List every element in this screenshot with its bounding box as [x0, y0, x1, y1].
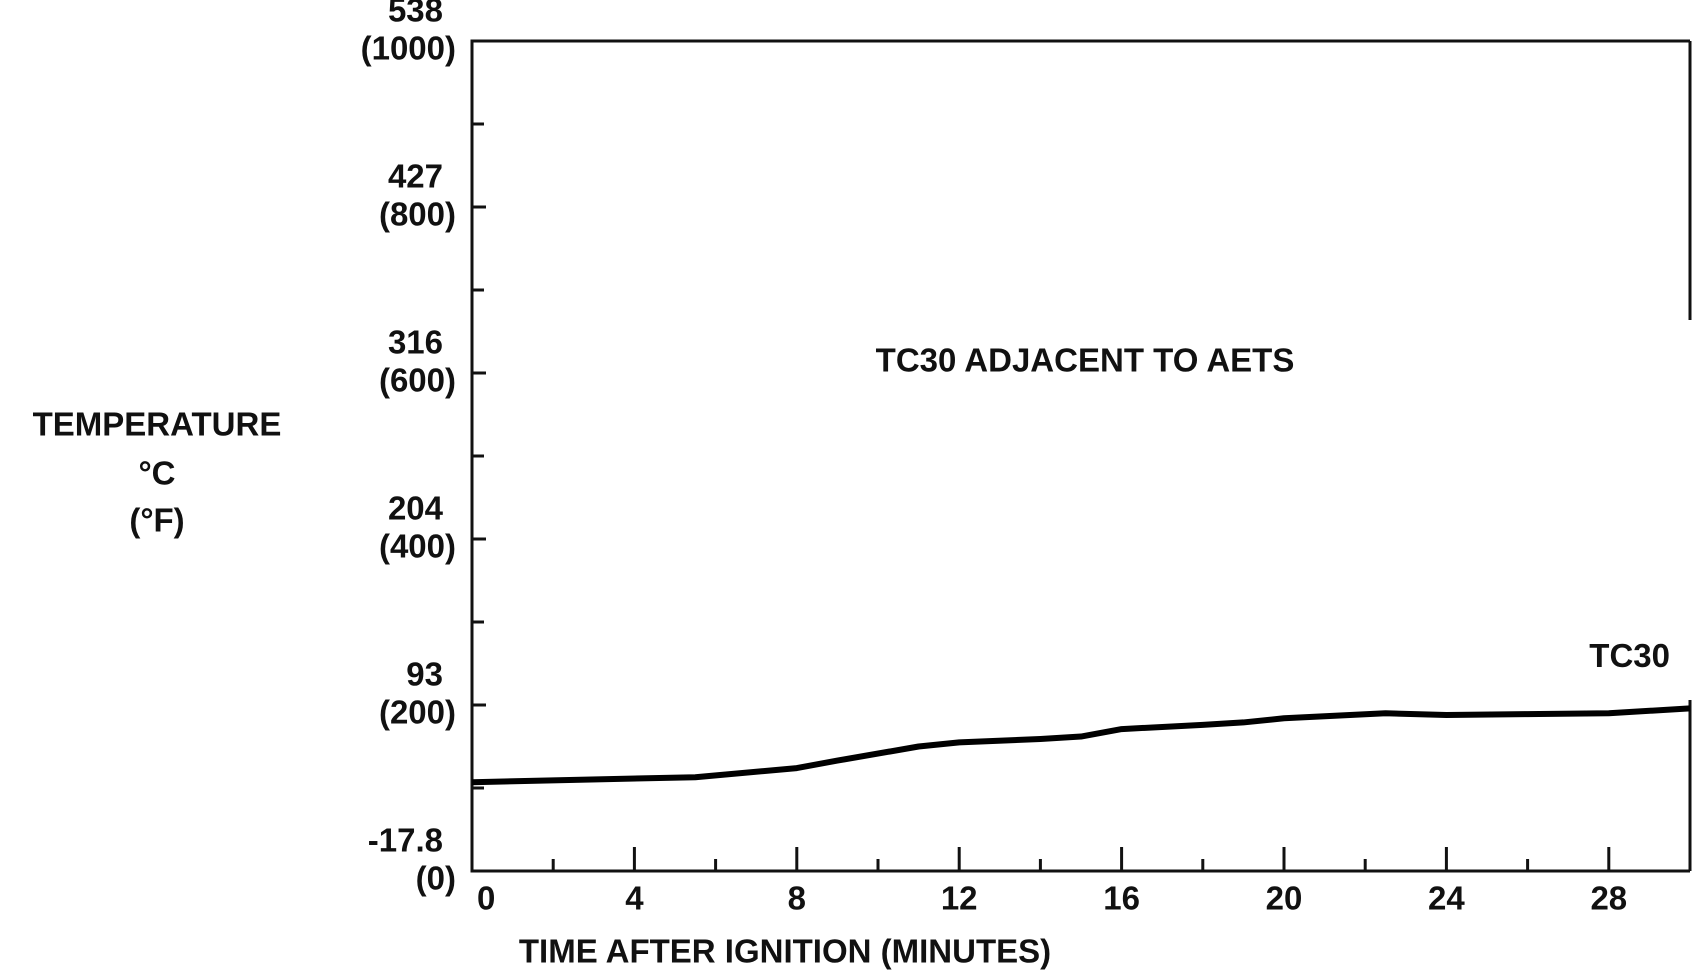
y-tick-label: (400) [379, 528, 456, 565]
y-tick-label: (0) [416, 860, 456, 897]
x-tick-label: 28 [1590, 880, 1627, 917]
y-tick-label: -17.8 [368, 822, 443, 859]
data-line [471, 705, 1691, 786]
y-tick-label: 427 [388, 158, 443, 195]
x-tick-label: 8 [788, 880, 806, 917]
y-tick-label: (800) [379, 196, 456, 233]
x-tick-label: 16 [1103, 880, 1140, 917]
x-axis-label: TIME AFTER IGNITION (MINUTES) [519, 933, 1051, 970]
plot-frame [470, 39, 1690, 873]
x-tick-label: 24 [1428, 880, 1465, 917]
annotation: TC30 ADJACENT TO AETS [876, 342, 1295, 379]
y-axis-label: TEMPERATURE [33, 406, 282, 443]
y-tick-label: 204 [388, 490, 444, 527]
x-tick-label: 0 [477, 880, 495, 917]
y-axis-label: (°F) [129, 502, 184, 539]
y-tick-label: 538 [388, 0, 443, 29]
y-tick-label: 316 [388, 324, 443, 361]
y-tick-label: (600) [379, 362, 456, 399]
y-tick-label: (200) [379, 694, 456, 731]
x-tick-label: 20 [1266, 880, 1303, 917]
x-tick-label: 12 [941, 880, 978, 917]
y-tick-label: (1000) [361, 30, 456, 67]
series-label: TC30 [1589, 637, 1670, 674]
y-tick-label: 93 [406, 656, 443, 693]
y-axis-label: °C [138, 455, 175, 492]
x-tick-label: 4 [625, 880, 644, 917]
